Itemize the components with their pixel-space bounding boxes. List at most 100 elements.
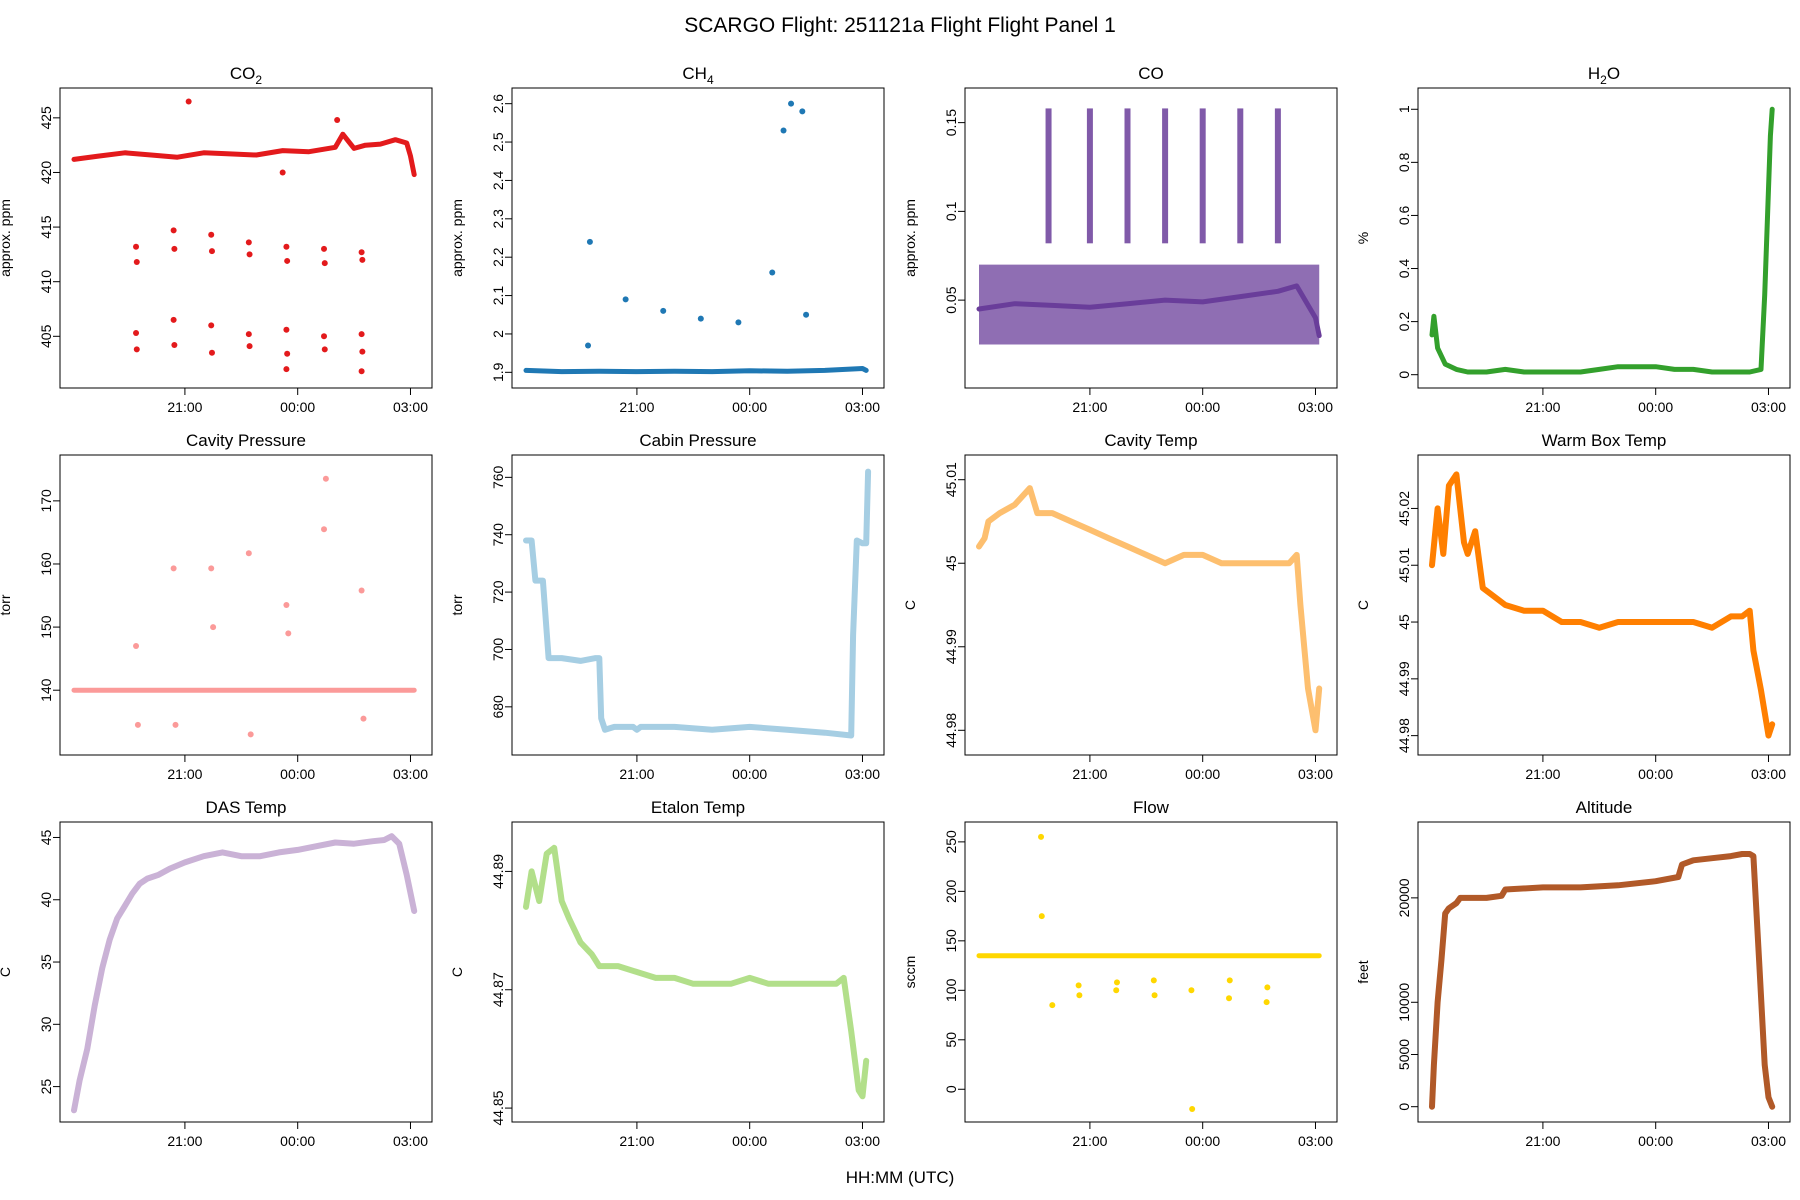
data-point [285, 630, 292, 637]
series-humidity [1429, 106, 1775, 375]
y-axis-label: C [0, 967, 13, 977]
data-point [769, 269, 776, 276]
panel-flow: Flow sccm 0 50 100 150 200 250 21:00 00:00 03:00 [902, 798, 1338, 1149]
y-axis-label: sccm [902, 956, 918, 989]
data-point [246, 251, 253, 258]
y-tick-label: 2.1 [490, 286, 506, 306]
data-point [133, 346, 140, 353]
y-tick-label: 1.9 [490, 362, 506, 382]
data-point [170, 316, 177, 323]
data-point [283, 326, 290, 333]
data-point [1189, 1106, 1196, 1113]
panel-etalon_temp: Etalon Temp C 44.85 44.87 44.89 21:00 00:00 03:… [449, 798, 885, 1149]
y-tick-label: 5000 [1396, 1039, 1412, 1070]
y-tick-label: 2.2 [490, 247, 506, 267]
y-tick-label: 50 [943, 1032, 959, 1048]
y-tick-label: 0 [1396, 371, 1412, 379]
data-point [283, 366, 290, 373]
panel-ch4: CH4 approx. ppm 1.9 2 2.1 2.2 2.3 2.4 2.5 2.6 21:0… [449, 64, 885, 415]
y-axis-label: % [1355, 232, 1371, 244]
y-tick-label: 200 [943, 879, 959, 903]
calibration-band [1237, 108, 1244, 244]
panel-title: Etalon Temp [651, 798, 745, 817]
plot-frame [1417, 87, 1791, 389]
y-tick-label: 140 [38, 678, 54, 702]
data-point [133, 259, 140, 266]
plot-frame [1417, 454, 1791, 756]
y-axis-label: torr [449, 594, 465, 615]
data-point [321, 346, 328, 353]
x-tick-label: 21:00 [619, 1133, 654, 1149]
y-axis-label: C [449, 967, 465, 977]
y-axis-label: approx. ppm [0, 199, 13, 277]
data-point [360, 715, 367, 722]
panel-title: CO [1138, 64, 1164, 83]
x-tick-label: 21:00 [1525, 1133, 1560, 1149]
data-point [208, 322, 215, 329]
series-das [71, 833, 418, 1114]
data-point [321, 245, 328, 252]
panel-warm_box_temp: Warm Box Temp C 44.98 44.99 45 45.01 45.02 21:0… [1355, 431, 1791, 782]
x-tick-label: 03:00 [1298, 766, 1333, 782]
data-point [585, 342, 592, 349]
plot-frame [511, 454, 885, 756]
y-tick-label: 2.6 [490, 94, 506, 114]
data-point [697, 315, 704, 322]
data-point [133, 330, 140, 337]
data-point [334, 117, 341, 124]
x-tick-label: 03:00 [1298, 1133, 1333, 1149]
x-tick-label: 00:00 [1638, 766, 1673, 782]
panel-title: Cabin Pressure [639, 431, 756, 450]
data-point [284, 257, 291, 264]
panel-title: Altitude [1576, 798, 1633, 817]
data-point [208, 248, 215, 255]
data-point [1113, 979, 1120, 986]
plot-frame [964, 454, 1338, 756]
panel-title: H2O [1588, 64, 1620, 87]
data-point [172, 721, 179, 728]
y-tick-label: 0.1 [943, 201, 959, 221]
data-point [133, 243, 140, 250]
data-point [170, 565, 177, 572]
y-tick-label: 35 [38, 954, 54, 970]
data-point [359, 256, 366, 263]
y-tick-label: 44.85 [490, 1090, 506, 1125]
y-tick-label: 150 [38, 615, 54, 639]
data-point [134, 721, 141, 728]
panel-cabin_pressure: Cabin Pressure torr 680 700 720 740 760 21:00 00… [449, 431, 885, 782]
plot-frame [59, 87, 433, 389]
y-tick-label: 410 [38, 270, 54, 294]
x-tick-label: 03:00 [1298, 399, 1333, 415]
y-tick-label: 44.98 [1396, 718, 1412, 753]
y-tick-label: 405 [38, 324, 54, 348]
data-point [245, 550, 252, 557]
panel-cavity_pressure: Cavity Pressure torr 140 150 160 170 21:00 00:0… [0, 431, 433, 782]
panel-co: CO approx. ppm 0.05 0.1 0.15 21:00 00:00 03:00 [902, 64, 1338, 415]
data-point [1188, 987, 1195, 994]
y-tick-label: 2 [490, 330, 506, 338]
panel-title: CH4 [682, 64, 714, 87]
data-point [358, 249, 365, 256]
data-point [245, 239, 252, 246]
x-tick-label: 03:00 [1751, 1133, 1786, 1149]
data-point [1151, 992, 1158, 999]
x-tick-label: 21:00 [167, 399, 202, 415]
y-tick-label: 44.87 [490, 972, 506, 1007]
y-tick-label: 0.6 [1396, 205, 1412, 225]
data-point [358, 587, 365, 594]
plot-frame [964, 821, 1338, 1123]
x-tick-label: 21:00 [1525, 399, 1560, 415]
data-point [803, 311, 810, 318]
y-tick-label: 415 [38, 215, 54, 239]
data-point [660, 307, 667, 314]
data-point [210, 624, 217, 631]
y-tick-label: 100 [943, 978, 959, 1002]
y-tick-label: 45.01 [943, 462, 959, 497]
x-tick-label: 00:00 [1185, 399, 1220, 415]
y-tick-label: 0 [1396, 1103, 1412, 1111]
y-tick-label: 420 [38, 161, 54, 185]
y-tick-label: 45 [38, 829, 54, 845]
y-tick-label: 740 [490, 523, 506, 547]
